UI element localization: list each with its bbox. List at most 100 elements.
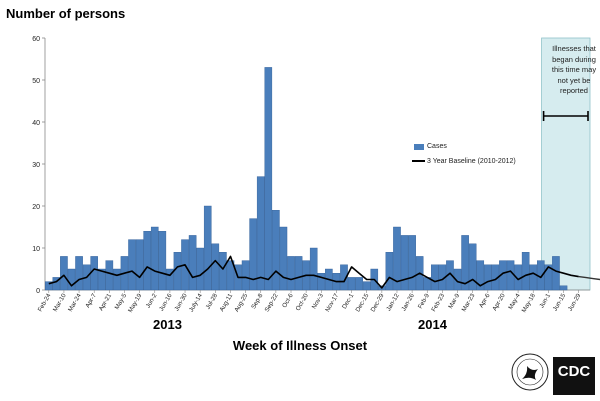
x-tick-label: Mar-24 bbox=[67, 292, 83, 313]
bar bbox=[67, 268, 76, 291]
bar bbox=[529, 264, 538, 291]
bar bbox=[241, 260, 250, 291]
x-tick-label: Apr-20 bbox=[491, 292, 507, 312]
bar bbox=[317, 273, 326, 291]
bar bbox=[385, 251, 394, 291]
bar bbox=[431, 264, 439, 291]
bar bbox=[400, 235, 409, 291]
baseline-projection-line bbox=[578, 275, 600, 281]
x-tick-label: Jan-26 bbox=[400, 292, 416, 312]
y-tick-label: 60 bbox=[32, 36, 40, 43]
x-tick-label: Jan-12 bbox=[385, 292, 401, 312]
x-tick-label: Sep-8 bbox=[250, 292, 265, 310]
bar bbox=[340, 264, 348, 291]
bar bbox=[506, 260, 515, 291]
bar bbox=[105, 260, 114, 291]
bar bbox=[256, 176, 265, 291]
bar bbox=[52, 277, 61, 291]
x-tick-label: Jun-29 bbox=[567, 292, 583, 312]
x-tick-label: Mar-23 bbox=[461, 292, 477, 313]
y-tick-label: 30 bbox=[32, 162, 40, 169]
bar bbox=[211, 243, 220, 291]
x-tick-label: Nov-17 bbox=[324, 292, 340, 313]
bar bbox=[135, 239, 144, 291]
x-tick-label: May-19 bbox=[127, 292, 144, 314]
bar bbox=[362, 281, 371, 291]
legend-label-cases: Cases bbox=[427, 143, 447, 150]
x-tick-label: Nov-3 bbox=[311, 292, 326, 310]
cdc-logo-text: CDC bbox=[557, 363, 591, 380]
x-tick-label: May-18 bbox=[521, 292, 538, 314]
x-tick-label: May-5 bbox=[114, 292, 129, 311]
bar bbox=[272, 209, 280, 291]
bar bbox=[158, 230, 167, 291]
x-tick-label: Jun-15 bbox=[552, 292, 568, 312]
bar bbox=[461, 235, 469, 291]
x-tick-label: Jun-1 bbox=[538, 292, 552, 309]
x-tick-label: Apr-6 bbox=[478, 292, 492, 309]
bar bbox=[188, 235, 197, 291]
x-tick-label: Jul-28 bbox=[205, 292, 220, 311]
legend-swatch-cases bbox=[414, 144, 424, 150]
y-tick-label: 20 bbox=[32, 204, 40, 211]
reporting-delay-region bbox=[541, 37, 591, 291]
x-tick-label: Aug-11 bbox=[218, 292, 234, 313]
bar bbox=[75, 256, 83, 291]
bar bbox=[60, 256, 68, 291]
y-tick-label: 10 bbox=[32, 246, 40, 253]
x-tick-label: Oct-20 bbox=[295, 292, 311, 312]
cdc-logo: CDC bbox=[553, 357, 595, 395]
bar bbox=[309, 247, 318, 291]
bar bbox=[521, 251, 530, 291]
x-tick-label: Feb-24 bbox=[37, 292, 53, 313]
bar bbox=[294, 256, 303, 291]
baseline-line bbox=[48, 255, 579, 289]
x-axis-title: Week of Illness Onset bbox=[232, 338, 368, 353]
bar bbox=[355, 277, 363, 291]
x-tick-label: Mar-9 bbox=[447, 292, 461, 310]
bar bbox=[150, 226, 159, 291]
bar bbox=[484, 264, 492, 291]
bar bbox=[196, 247, 204, 291]
x-tick-label: Sep-22 bbox=[264, 292, 280, 313]
bar bbox=[219, 251, 227, 291]
bar bbox=[279, 226, 288, 291]
bar bbox=[90, 256, 98, 291]
bar bbox=[203, 205, 212, 291]
bar bbox=[408, 235, 416, 291]
x-tick-label: Feb-9 bbox=[417, 292, 431, 310]
bar bbox=[113, 268, 121, 291]
x-tick-label: Dec-1 bbox=[341, 292, 356, 310]
x-tick-label: Dec-29 bbox=[370, 292, 386, 313]
x-tick-label: Jun-30 bbox=[173, 292, 189, 312]
x-tick-label: Feb-23 bbox=[430, 292, 446, 313]
bar bbox=[143, 230, 151, 291]
bar bbox=[264, 67, 273, 291]
legend-label-baseline: 3 Year Baseline (2010-2012) bbox=[427, 158, 516, 165]
year-label-2014: 2014 bbox=[418, 317, 447, 332]
hhs-seal-icon bbox=[510, 352, 550, 392]
year-label-2013: 2013 bbox=[153, 317, 182, 332]
x-tick-label: Jun-2 bbox=[145, 292, 159, 309]
x-tick-label: May-4 bbox=[507, 292, 522, 311]
bar bbox=[249, 218, 257, 291]
bar bbox=[552, 256, 560, 291]
bar bbox=[559, 285, 568, 291]
y-tick-label: 0 bbox=[36, 288, 40, 295]
bar bbox=[476, 260, 485, 291]
y-axis-title: Number of persons bbox=[6, 6, 126, 21]
x-tick-label: Apr-7 bbox=[84, 292, 98, 309]
x-tick-label: Apr-21 bbox=[98, 292, 114, 312]
x-tick-label: Aug-25 bbox=[233, 292, 249, 313]
x-tick-label: July-14 bbox=[188, 292, 204, 313]
bar bbox=[128, 239, 136, 291]
y-tick-label: 40 bbox=[32, 120, 40, 127]
x-tick-label: Mar-10 bbox=[52, 292, 68, 313]
x-tick-label: Oct-6 bbox=[281, 292, 295, 309]
bar bbox=[468, 243, 477, 291]
bar bbox=[173, 251, 182, 291]
reporting-delay-annotation: Illnesses that began during this time ma… bbox=[551, 44, 597, 95]
bar bbox=[97, 268, 106, 291]
bar bbox=[287, 256, 295, 291]
